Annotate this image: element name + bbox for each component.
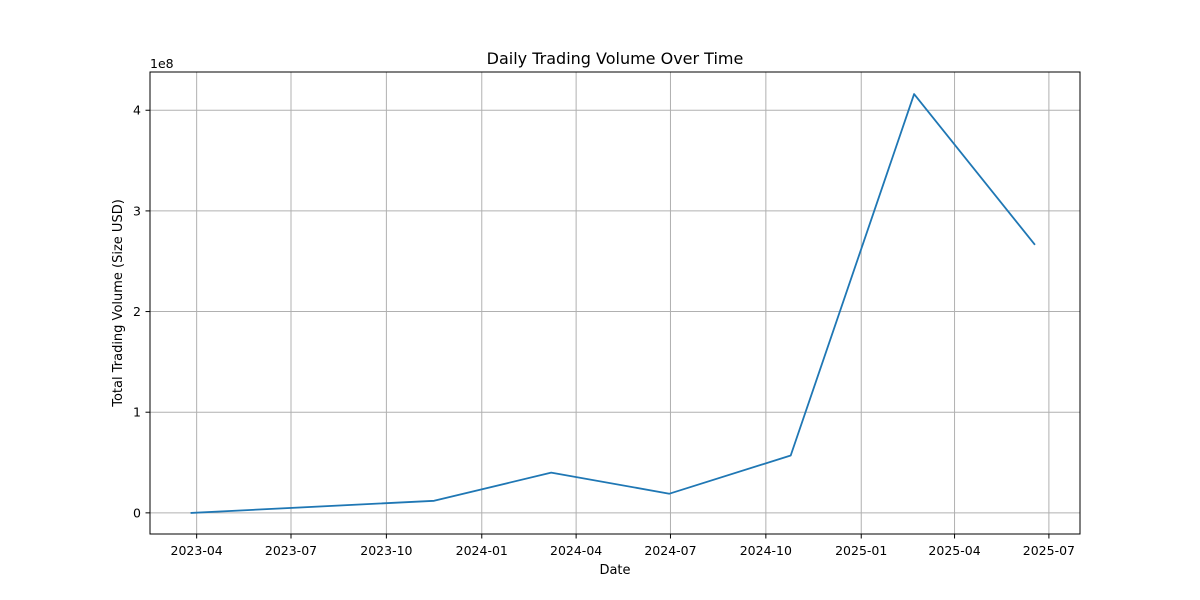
series-line — [190, 93, 1036, 514]
x-tick-label: 2025-04 — [928, 543, 980, 558]
y-tick-label: 2 — [133, 304, 141, 319]
series-layer — [190, 93, 1036, 514]
y-tick-label: 0 — [133, 505, 141, 520]
x-tick-label: 2023-04 — [171, 543, 223, 558]
grid-layer — [150, 72, 1080, 534]
y-tick-label: 4 — [133, 103, 141, 118]
x-tick-label: 2024-10 — [740, 543, 792, 558]
x-tick-label: 2024-07 — [644, 543, 696, 558]
x-tick-label: 2025-01 — [835, 543, 887, 558]
x-tick-label: 2023-07 — [265, 543, 317, 558]
y-offset-label: 1e8 — [150, 56, 174, 71]
y-tick-label: 1 — [133, 405, 141, 420]
x-axis-label: Date — [599, 563, 630, 578]
plot-frame — [149, 71, 1081, 535]
x-tick-label: 2023-10 — [360, 543, 412, 558]
tick-layer: 2023-04 2023-07 2023-10 2024-01 2024-04 2024-… — [133, 103, 1075, 558]
x-tick-label: 2024-04 — [550, 543, 602, 558]
x-tick-label: 2025-07 — [1023, 543, 1075, 558]
y-tick-label: 3 — [133, 203, 141, 218]
chart-title: Daily Trading Volume Over Time — [487, 49, 744, 68]
y-axis-label: Total Trading Volume (Size USD) — [111, 199, 126, 408]
x-tick-label: 2024-01 — [456, 543, 508, 558]
